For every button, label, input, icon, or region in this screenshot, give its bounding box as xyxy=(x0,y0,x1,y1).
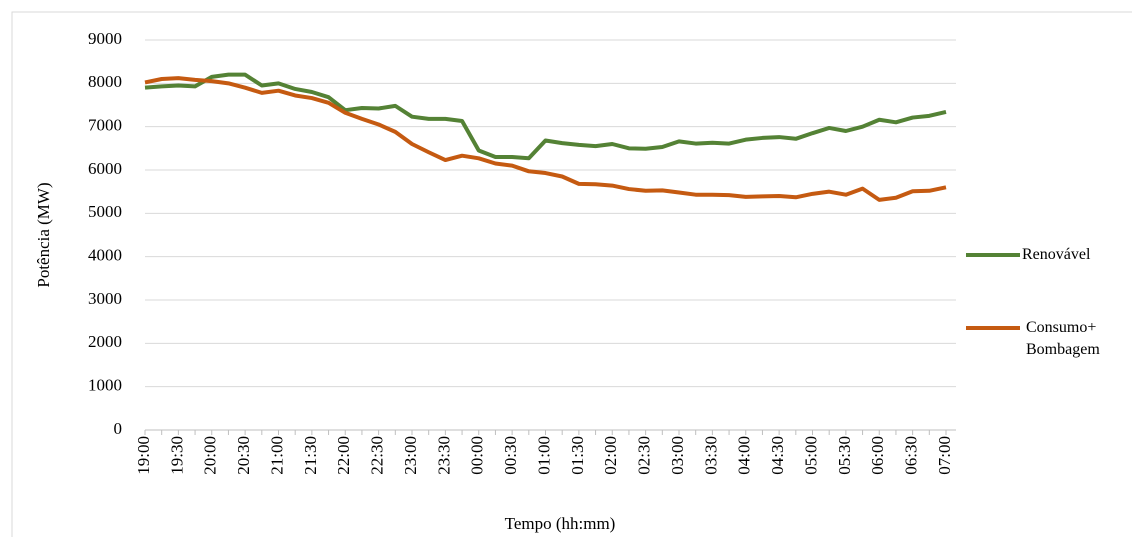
x-tick-label: 03:30 xyxy=(701,436,720,475)
x-tick-label: 02:00 xyxy=(601,436,620,475)
x-tick-label: 23:30 xyxy=(434,436,453,475)
y-tick-label: 8000 xyxy=(88,72,122,91)
x-tick-label: 05:00 xyxy=(801,436,820,475)
y-axis-title: Potência (MW) xyxy=(34,182,53,287)
x-tick-label: 06:00 xyxy=(868,436,887,475)
x-tick-label: 21:30 xyxy=(301,436,320,475)
x-tick-label: 20:00 xyxy=(201,436,220,475)
x-tick-label: 19:00 xyxy=(134,436,153,475)
x-tick-label: 00:00 xyxy=(468,436,487,475)
x-tick-label: 21:00 xyxy=(267,436,286,475)
y-tick-label: 7000 xyxy=(88,116,122,135)
x-tick-label: 01:00 xyxy=(534,436,553,475)
y-tick-label: 0 xyxy=(114,419,123,438)
x-tick-label: 04:00 xyxy=(735,436,754,475)
y-tick-label: 1000 xyxy=(88,376,122,395)
x-axis-title: Tempo (hh:mm) xyxy=(505,514,616,533)
y-tick-label: 5000 xyxy=(88,202,122,221)
y-tick-label: 9000 xyxy=(88,29,122,48)
x-tick-label: 22:00 xyxy=(334,436,353,475)
x-tick-label: 02:30 xyxy=(635,436,654,475)
x-tick-label: 19:30 xyxy=(167,436,186,475)
chart-frame xyxy=(11,11,1132,537)
x-tick-label: 06:30 xyxy=(902,436,921,475)
x-tick-label: 00:30 xyxy=(501,436,520,475)
x-tick-label: 04:30 xyxy=(768,436,787,475)
y-tick-label: 4000 xyxy=(88,246,122,265)
series-line xyxy=(144,76,947,202)
legend-label: Consumo+ Bombagem xyxy=(1026,319,1100,358)
y-tick-label: 3000 xyxy=(88,289,122,308)
y-tick-label: 6000 xyxy=(88,159,122,178)
y-tick-label: 2000 xyxy=(88,332,122,351)
x-tick-label: 20:30 xyxy=(234,436,253,475)
series-line xyxy=(144,72,947,161)
x-tick-label: 01:30 xyxy=(568,436,587,475)
x-tick-label: 23:00 xyxy=(401,436,420,475)
legend-label: Renovável xyxy=(1022,246,1091,263)
x-tick-label: 05:30 xyxy=(835,436,854,475)
x-tick-label: 07:00 xyxy=(935,436,954,475)
x-tick-label: 03:00 xyxy=(668,436,687,475)
x-tick-label: 22:30 xyxy=(368,436,387,475)
